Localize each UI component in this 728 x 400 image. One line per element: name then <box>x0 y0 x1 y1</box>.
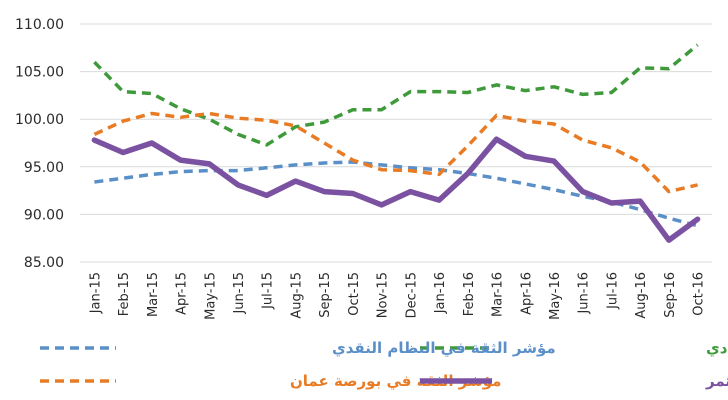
x-axis: Jan-15 Feb-15 Mar-15 Apr-15 May-15 Jun-15 Jul-… <box>88 272 706 320</box>
y-tick-label: 100.00 <box>15 112 64 128</box>
x-tick-label: Jun-16 <box>577 272 592 315</box>
x-tick-label: Apr-16 <box>519 272 534 315</box>
y-tick-label: 90.00 <box>24 207 64 223</box>
x-tick-label: Jan-16 <box>433 272 448 314</box>
series-line <box>91 136 701 243</box>
x-tick-label: May-15 <box>203 272 218 320</box>
y-axis: 85.00 90.00 95.00 100.00 105.00 110.00 <box>15 17 64 271</box>
series-line <box>93 43 699 147</box>
x-tick-label: Sep-16 <box>663 272 678 318</box>
x-tick-label: May-16 <box>548 272 563 320</box>
series-line <box>94 160 699 228</box>
series-line <box>93 111 698 194</box>
x-tick-label: Dec-15 <box>404 272 419 318</box>
x-tick-label: Apr-15 <box>175 272 190 315</box>
y-tick-label: 105.00 <box>15 65 64 81</box>
y-tick-label: 85.00 <box>24 255 64 271</box>
x-tick-label: Oct-16 <box>692 272 707 316</box>
x-tick-label: Mar-15 <box>146 272 161 317</box>
y-tick-label: 95.00 <box>24 160 64 176</box>
series-lines <box>91 43 701 243</box>
x-tick-label: Jul-15 <box>261 272 276 310</box>
legend-label: مؤشر الثقة في النظام النقدي <box>332 339 556 358</box>
x-tick-label: Feb-16 <box>462 272 477 316</box>
legend: مؤشر الثقة في النشاط الاقتصادي مؤشر الثقة… <box>40 339 728 390</box>
y-tick-label: 110.00 <box>15 17 64 33</box>
x-tick-label: Jun-15 <box>232 272 247 315</box>
legend-label: مؤشر الثقة في النشاط الاقتصادي <box>706 339 728 358</box>
x-tick-label: Oct-15 <box>347 272 362 316</box>
x-tick-label: Feb-15 <box>117 272 132 316</box>
x-tick-label: Jan-15 <box>88 272 103 314</box>
x-tick-label: Sep-15 <box>318 272 333 318</box>
x-tick-label: Nov-15 <box>376 272 391 318</box>
legend-label: المؤشر الأردني لثقة المستثمر <box>705 372 728 390</box>
legend-label: مؤشر الثقة في بورصة عمان <box>290 372 501 390</box>
x-tick-label: Mar-16 <box>491 272 506 317</box>
grid-lines <box>80 23 712 263</box>
x-tick-label: Aug-15 <box>289 272 304 319</box>
x-tick-label: Jul-16 <box>605 272 620 310</box>
x-tick-label: Aug-16 <box>634 272 649 319</box>
